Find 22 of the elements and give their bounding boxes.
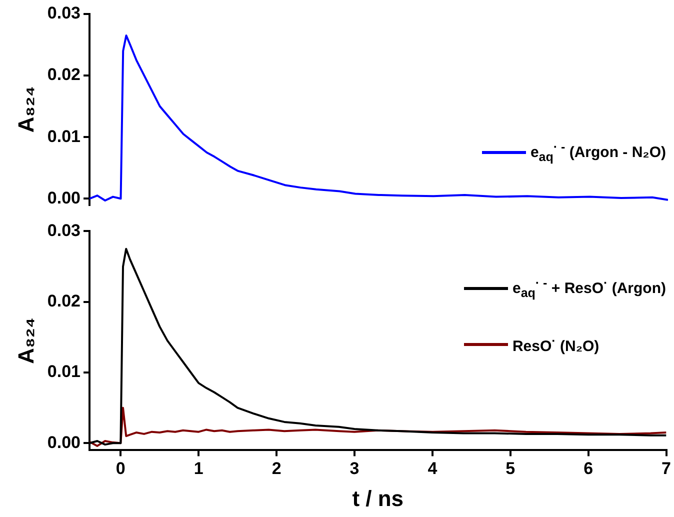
legend-label: e$_{aq}$$^{· -}$ (Argon - N₂O) [530,140,666,164]
y-axis-title: A₈₂₄ [13,317,38,364]
y-tick-label: 0.01 [47,362,80,382]
y-tick-label: 0.02 [47,292,80,311]
x-tick-label: 1 [194,459,204,478]
legend-label: e$_{aq}$$^{· -}$ + ResO$^{·}$ (Argon) [512,276,666,300]
x-tick-label: 7 [662,459,672,478]
x-tick-label: 6 [584,459,594,478]
y-tick-label: 0.03 [47,4,80,23]
y-tick-label: 0.02 [47,65,80,84]
x-tick-label: 4 [428,459,438,478]
x-tick-label: 2 [272,459,282,478]
x-axis-title: t / ns [352,486,404,511]
y-tick-label: 0.01 [47,126,80,146]
y-axis-title: A₈₂₄ [13,86,38,133]
y-tick-label: 0.00 [47,432,80,452]
x-tick-label: 3 [350,459,360,478]
y-tick-label: 0.03 [47,220,80,240]
legend-label: ResO$^{·}$ (N₂O) [512,334,600,355]
y-tick-label: 0.00 [47,188,80,208]
x-tick-label: 0 [116,459,126,478]
x-tick-label: 5 [506,459,516,478]
